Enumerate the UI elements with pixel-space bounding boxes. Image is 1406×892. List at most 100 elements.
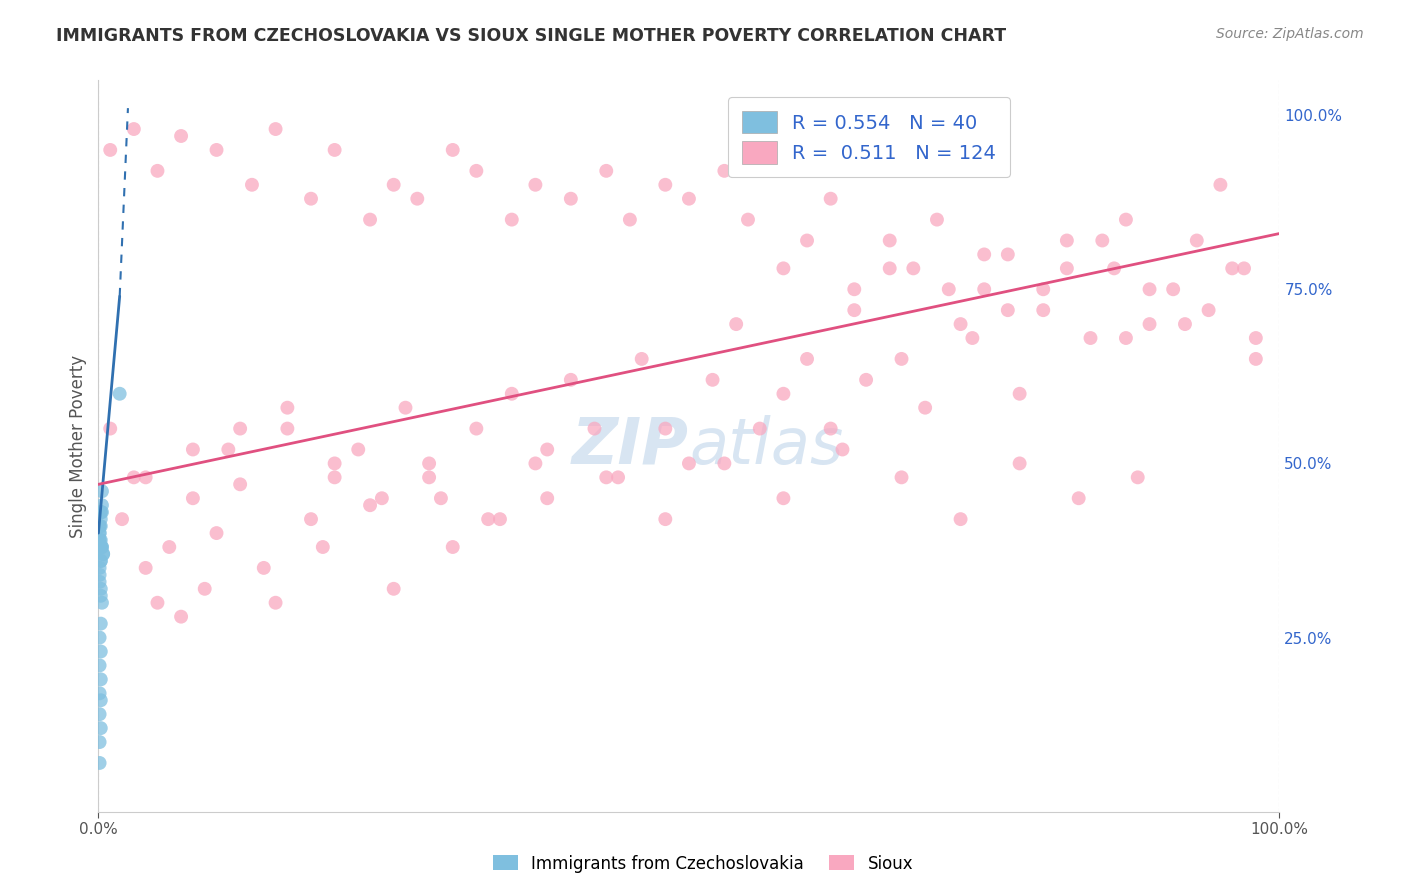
Point bbox=[1220, 261, 1243, 276]
Point bbox=[90, 554, 112, 568]
Point bbox=[1008, 386, 1031, 401]
Point bbox=[1102, 261, 1125, 276]
Point bbox=[89, 519, 111, 533]
Point bbox=[973, 282, 995, 296]
Point bbox=[299, 512, 322, 526]
Point bbox=[713, 457, 735, 471]
Point bbox=[524, 457, 547, 471]
Point bbox=[654, 421, 676, 435]
Point bbox=[501, 386, 523, 401]
Point bbox=[1056, 261, 1078, 276]
Point bbox=[359, 212, 381, 227]
Point bbox=[90, 582, 112, 596]
Point bbox=[1080, 331, 1102, 345]
Point bbox=[276, 421, 298, 435]
Point bbox=[619, 212, 641, 227]
Point bbox=[925, 212, 948, 227]
Point bbox=[678, 192, 700, 206]
Point bbox=[1067, 491, 1090, 506]
Point bbox=[181, 491, 204, 506]
Point bbox=[323, 143, 346, 157]
Point bbox=[1091, 234, 1114, 248]
Point bbox=[595, 164, 617, 178]
Point bbox=[323, 470, 346, 484]
Point bbox=[89, 519, 111, 533]
Point bbox=[170, 128, 193, 143]
Point bbox=[772, 261, 794, 276]
Point bbox=[205, 143, 228, 157]
Point bbox=[1139, 282, 1161, 296]
Point bbox=[678, 457, 700, 471]
Point bbox=[98, 143, 121, 157]
Point bbox=[89, 631, 111, 645]
Point bbox=[90, 644, 112, 658]
Point bbox=[91, 505, 114, 519]
Point bbox=[949, 317, 972, 331]
Point bbox=[949, 512, 972, 526]
Point bbox=[90, 533, 112, 547]
Point bbox=[90, 505, 112, 519]
Point bbox=[796, 351, 818, 366]
Point bbox=[418, 457, 440, 471]
Point bbox=[90, 616, 112, 631]
Point bbox=[1008, 457, 1031, 471]
Point bbox=[844, 282, 866, 296]
Point bbox=[477, 512, 499, 526]
Point bbox=[111, 512, 134, 526]
Point bbox=[879, 234, 901, 248]
Text: atlas: atlas bbox=[689, 415, 844, 477]
Point bbox=[157, 540, 180, 554]
Point bbox=[973, 247, 995, 261]
Point bbox=[91, 484, 114, 499]
Point bbox=[89, 756, 111, 770]
Point bbox=[831, 442, 853, 457]
Point bbox=[997, 247, 1019, 261]
Point bbox=[89, 526, 111, 541]
Point bbox=[89, 686, 111, 700]
Point bbox=[844, 303, 866, 318]
Text: IMMIGRANTS FROM CZECHOSLOVAKIA VS SIOUX SINGLE MOTHER POVERTY CORRELATION CHART: IMMIGRANTS FROM CZECHOSLOVAKIA VS SIOUX … bbox=[56, 27, 1007, 45]
Point bbox=[347, 442, 370, 457]
Point bbox=[890, 351, 912, 366]
Point bbox=[146, 596, 169, 610]
Point bbox=[879, 261, 901, 276]
Point bbox=[89, 574, 111, 589]
Point bbox=[1115, 331, 1137, 345]
Point bbox=[1198, 303, 1220, 318]
Point bbox=[1209, 178, 1232, 192]
Point bbox=[890, 470, 912, 484]
Y-axis label: Single Mother Poverty: Single Mother Poverty bbox=[69, 354, 87, 538]
Point bbox=[98, 421, 121, 435]
Point bbox=[264, 596, 287, 610]
Point bbox=[1056, 234, 1078, 248]
Point bbox=[607, 470, 630, 484]
Point bbox=[264, 122, 287, 136]
Point bbox=[91, 547, 114, 561]
Point bbox=[725, 317, 748, 331]
Point bbox=[820, 192, 842, 206]
Point bbox=[465, 164, 488, 178]
Point bbox=[229, 421, 252, 435]
Point bbox=[276, 401, 298, 415]
Point bbox=[583, 421, 606, 435]
Point bbox=[441, 540, 464, 554]
Point bbox=[146, 164, 169, 178]
Point bbox=[406, 192, 429, 206]
Point bbox=[524, 178, 547, 192]
Point bbox=[382, 178, 405, 192]
Point bbox=[91, 596, 114, 610]
Point bbox=[997, 303, 1019, 318]
Point bbox=[90, 519, 112, 533]
Point bbox=[89, 561, 111, 575]
Point bbox=[91, 540, 114, 554]
Legend: Immigrants from Czechoslovakia, Sioux: Immigrants from Czechoslovakia, Sioux bbox=[486, 848, 920, 880]
Point bbox=[1032, 303, 1054, 318]
Point bbox=[1244, 351, 1267, 366]
Point bbox=[903, 261, 925, 276]
Point bbox=[595, 470, 617, 484]
Point bbox=[312, 540, 335, 554]
Point bbox=[394, 401, 416, 415]
Point bbox=[135, 561, 157, 575]
Point bbox=[122, 122, 145, 136]
Point bbox=[702, 373, 724, 387]
